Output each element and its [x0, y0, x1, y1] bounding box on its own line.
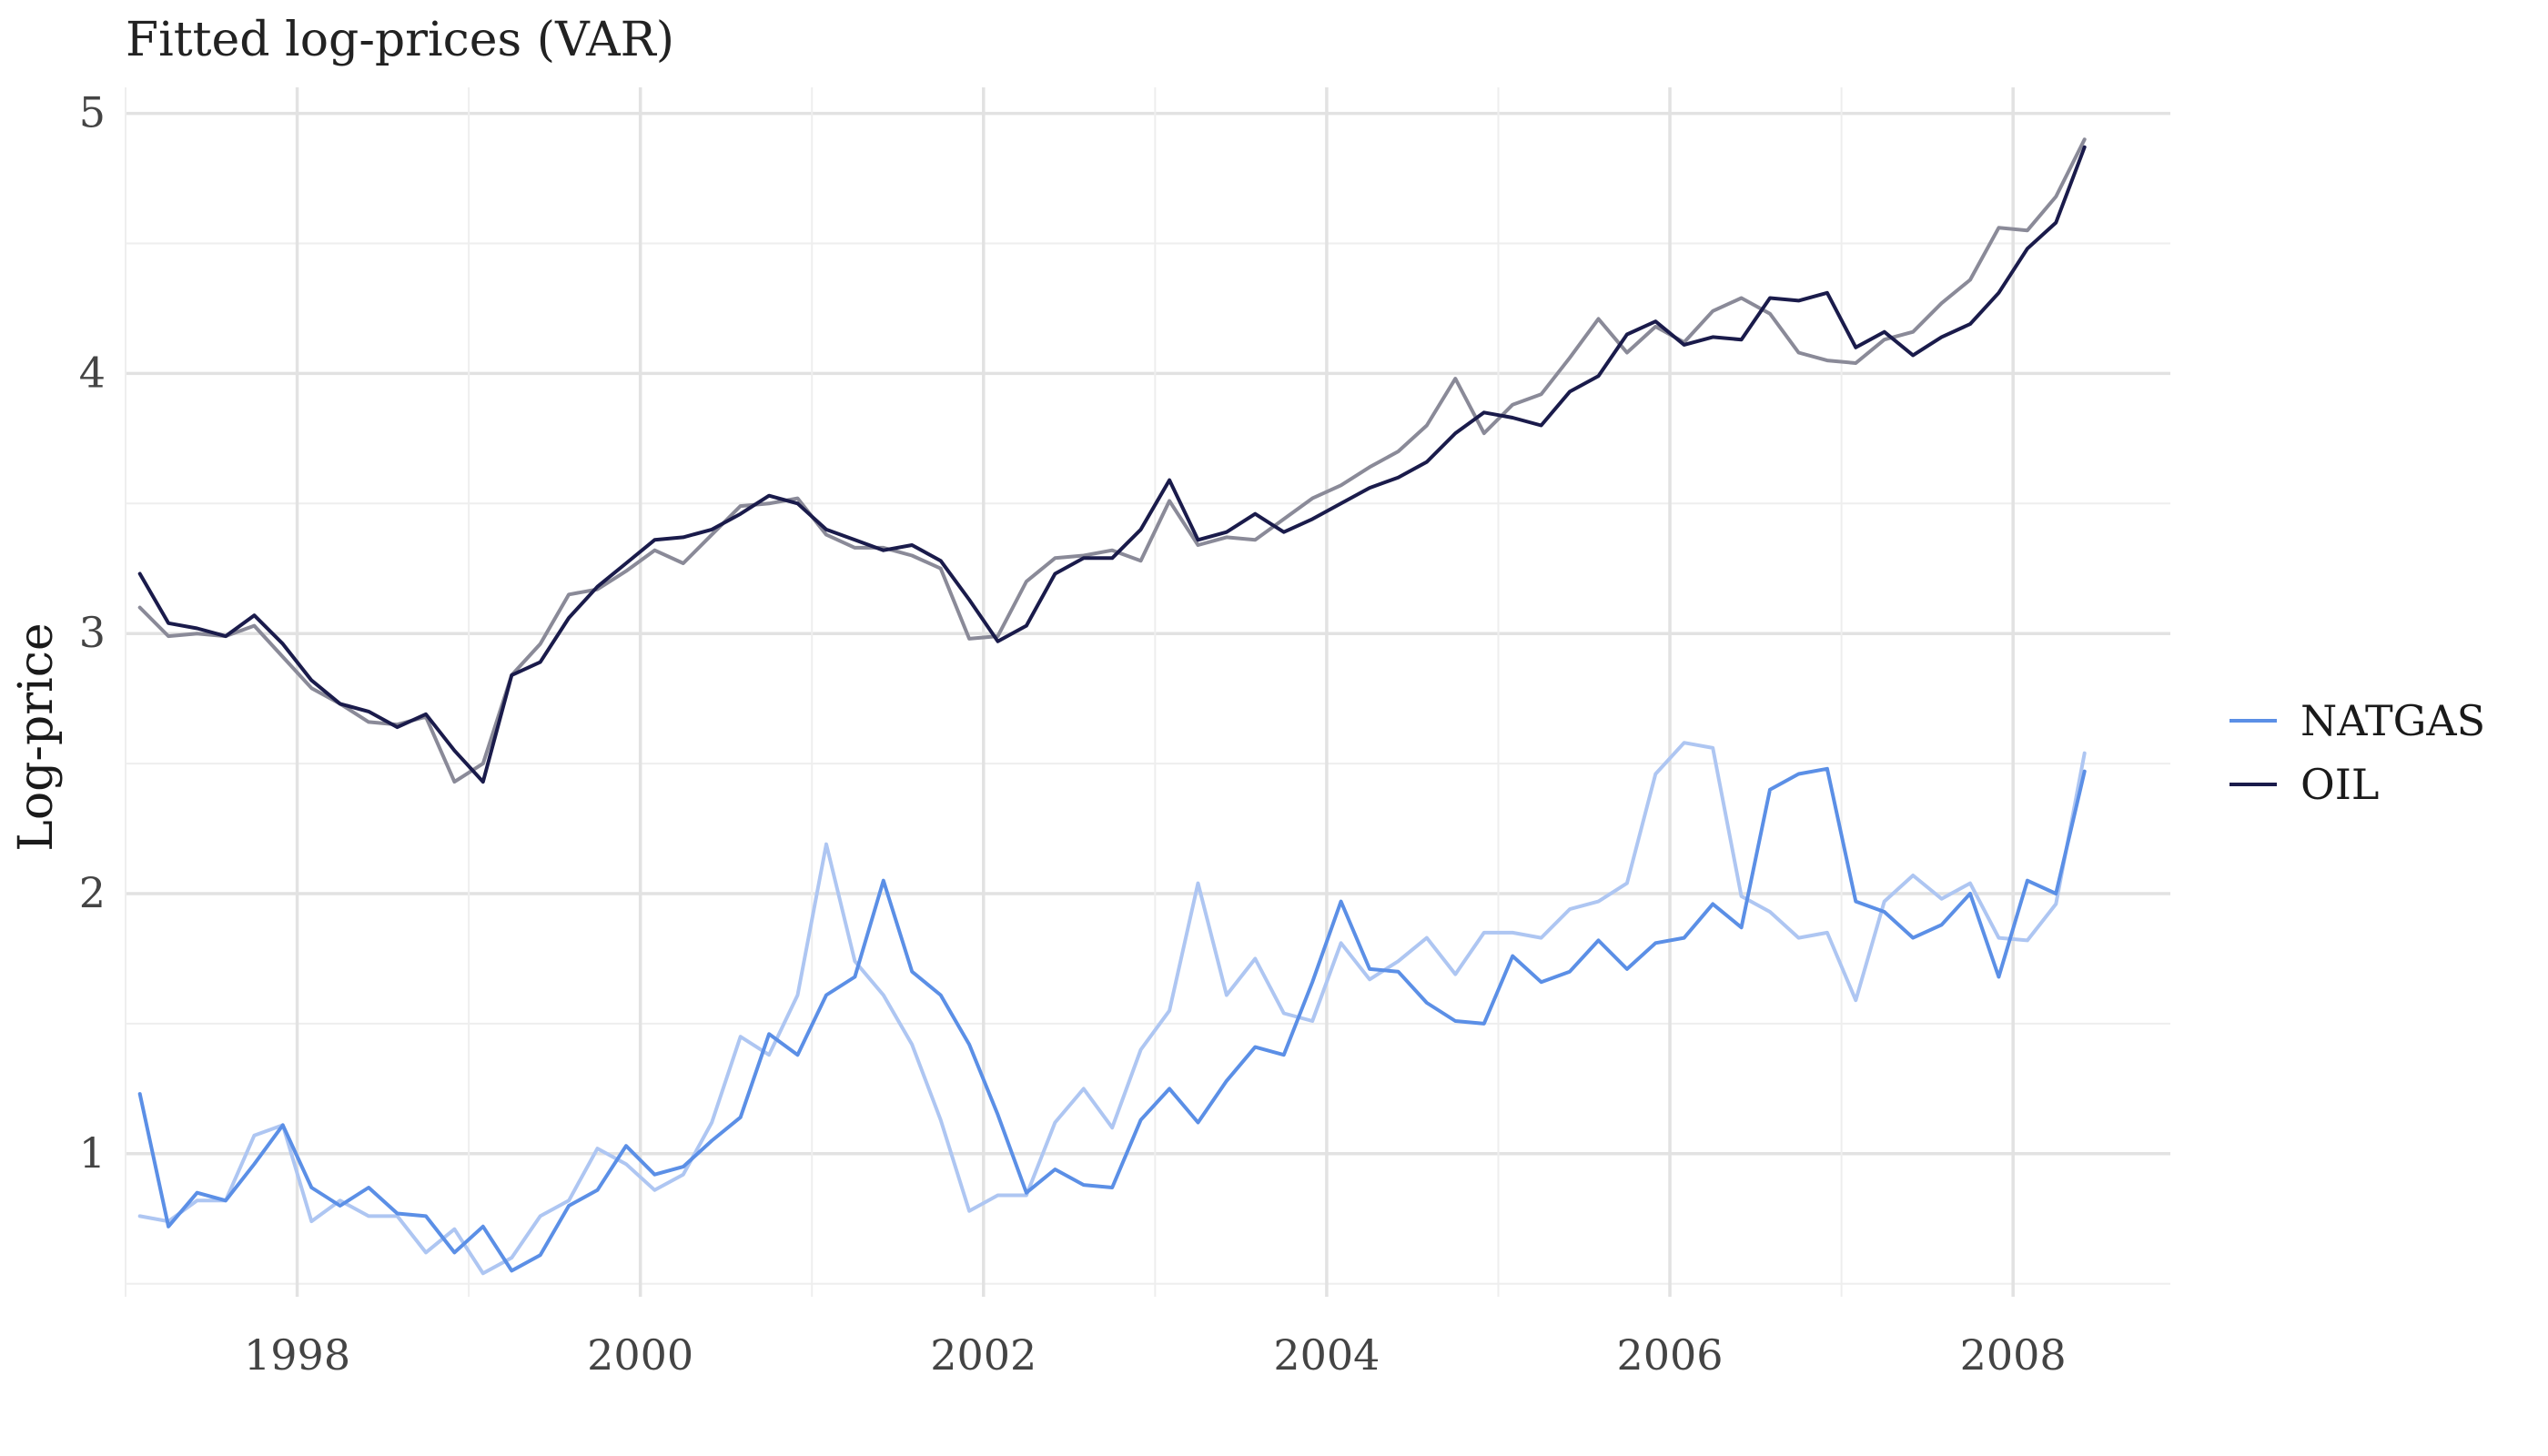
chart-title: Fitted log-prices (VAR): [126, 13, 675, 67]
y-axis-label: Log-price: [9, 622, 64, 852]
y-tick-label: 3: [79, 608, 106, 657]
x-tick-label: 1998: [244, 1330, 350, 1380]
series-lines: [137, 137, 2087, 1276]
y-tick-label: 1: [79, 1128, 106, 1178]
x-tick-label: 2004: [1273, 1330, 1380, 1380]
series-line-natgas-1: [137, 741, 2087, 1276]
grid: [125, 87, 2170, 1297]
series-line-oil-3: [137, 137, 2087, 784]
series-line-natgas-0: [137, 766, 2087, 1273]
x-tick-label: 2008: [1960, 1330, 2067, 1380]
x-tick-label: 2000: [587, 1330, 693, 1380]
x-tick-label: 2006: [1616, 1330, 1723, 1380]
tick-labels: 1 2 3 4 5 1998 2000 2002 2004 2006 2008: [79, 88, 2067, 1380]
legend-key-natgas: [2230, 719, 2277, 723]
y-tick-label: 2: [79, 868, 106, 917]
legend-label-natgas: NATGAS: [2300, 696, 2486, 745]
legend-item-natgas: NATGAS: [2230, 689, 2485, 753]
y-tick-label: 5: [79, 88, 106, 137]
legend: NATGAS OIL: [2230, 689, 2485, 816]
legend-item-oil: OIL: [2230, 753, 2485, 816]
legend-key-oil: [2230, 783, 2277, 786]
series-line-oil-2: [137, 145, 2087, 784]
legend-label-oil: OIL: [2300, 760, 2380, 809]
x-tick-label: 2002: [930, 1330, 1036, 1380]
y-tick-label: 4: [79, 348, 106, 397]
